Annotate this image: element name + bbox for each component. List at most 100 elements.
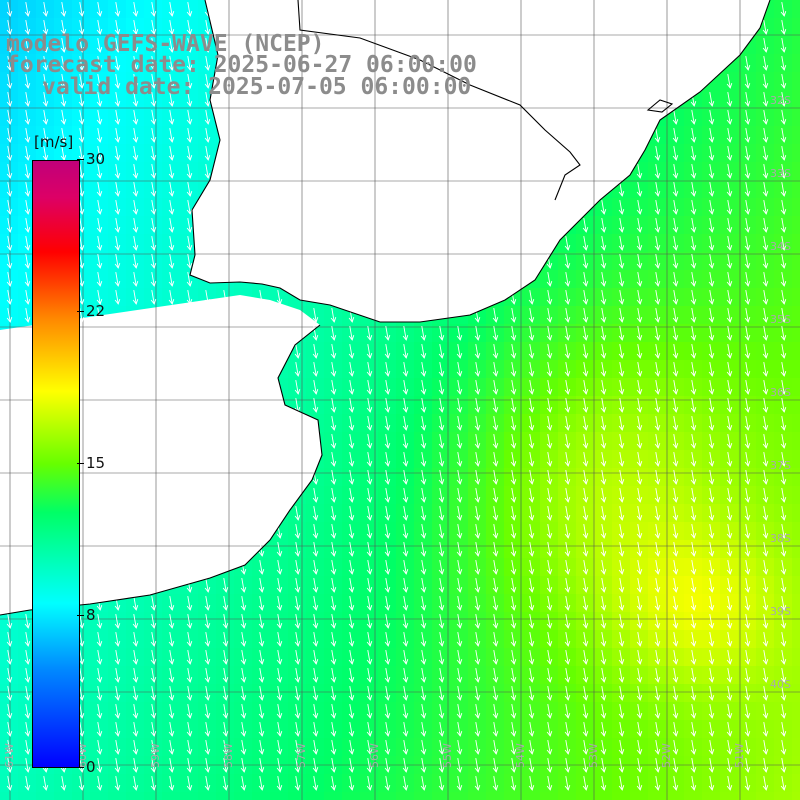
wind-arrow: [618, 254, 625, 269]
wind-arrow: [564, 488, 571, 503]
wind-arrow: [366, 758, 373, 773]
wind-arrow: [402, 614, 409, 629]
wind-arrow: [24, 20, 31, 35]
wind-arrow: [24, 74, 31, 89]
wind-arrow: [366, 452, 373, 467]
wind-arrow: [312, 632, 319, 647]
wind-arrow: [564, 596, 571, 611]
wind-arrow: [510, 632, 517, 647]
wind-arrow: [474, 470, 481, 485]
wind-arrow: [726, 740, 733, 755]
wind-arrow: [42, 20, 49, 35]
wind-arrow: [690, 524, 697, 539]
wind-arrow: [186, 632, 193, 647]
wind-arrow: [366, 650, 373, 665]
wind-arrow: [114, 596, 121, 611]
wind-speed-cell: [792, 252, 800, 271]
wind-arrow: [474, 776, 481, 791]
wind-arrow: [60, 20, 67, 35]
wind-arrow: [96, 704, 103, 719]
wind-speed-cell: [36, 792, 55, 800]
wind-arrow: [690, 326, 697, 341]
wind-arrow: [42, 92, 49, 107]
wind-arrow: [618, 380, 625, 395]
wind-arrow: [240, 740, 247, 755]
wind-arrow: [132, 182, 139, 197]
wind-arrow: [402, 596, 409, 611]
longitude-label: 59W: [149, 743, 162, 768]
wind-arrow: [294, 380, 301, 395]
wind-arrow: [780, 452, 787, 467]
wind-speed-cell: [396, 792, 415, 800]
wind-arrow: [672, 452, 679, 467]
wind-arrow: [60, 74, 67, 89]
wind-arrow: [528, 452, 535, 467]
wind-arrow: [546, 650, 553, 665]
wind-arrow: [492, 488, 499, 503]
wind-arrow: [168, 686, 175, 701]
wind-arrow: [204, 38, 211, 53]
wind-speed-cell: [792, 126, 800, 145]
wind-arrow: [186, 38, 193, 53]
wind-arrow: [690, 506, 697, 521]
longitude-label: 54W: [514, 743, 527, 768]
wind-arrow: [24, 110, 31, 125]
wind-speed-cell: [540, 792, 559, 800]
wind-arrow: [168, 20, 175, 35]
wind-arrow: [384, 686, 391, 701]
wind-arrow: [618, 560, 625, 575]
wind-arrow: [366, 416, 373, 431]
wind-arrow: [600, 254, 607, 269]
wind-arrow: [636, 542, 643, 557]
wind-arrow: [564, 578, 571, 593]
wind-arrow: [276, 560, 283, 575]
wind-arrow: [6, 182, 13, 197]
wind-arrow: [762, 578, 769, 593]
wind-arrow: [582, 686, 589, 701]
wind-arrow: [294, 614, 301, 629]
wind-arrow: [384, 740, 391, 755]
wind-arrow: [438, 740, 445, 755]
wind-arrow: [384, 560, 391, 575]
wind-arrow: [510, 326, 517, 341]
wind-arrow: [168, 758, 175, 773]
wind-arrow: [456, 506, 463, 521]
longitude-label: 61W: [3, 743, 16, 768]
wind-arrow: [42, 146, 49, 161]
wind-arrow: [150, 758, 157, 773]
wind-arrow: [564, 776, 571, 791]
wind-arrow: [744, 290, 751, 305]
wind-arrow: [672, 542, 679, 557]
wind-speed-cell: [792, 774, 800, 793]
wind-arrow: [258, 614, 265, 629]
wind-arrow: [330, 686, 337, 701]
wind-arrow: [528, 380, 535, 395]
wind-arrow: [366, 560, 373, 575]
colorbar-tick: 30: [76, 150, 106, 168]
wind-arrow: [474, 560, 481, 575]
wind-arrow: [168, 2, 175, 17]
wind-arrow: [708, 434, 715, 449]
wind-arrow: [420, 722, 427, 737]
wind-arrow: [24, 686, 31, 701]
wind-arrow: [150, 200, 157, 215]
wind-speed-cell: [792, 396, 800, 415]
wind-arrow: [474, 362, 481, 377]
wind-arrow: [582, 740, 589, 755]
wind-arrow: [60, 2, 67, 17]
wind-arrow: [564, 470, 571, 485]
latitude-label: 36S: [770, 386, 791, 399]
wind-speed-cell: [468, 792, 487, 800]
wind-arrow: [114, 632, 121, 647]
wind-arrow: [402, 686, 409, 701]
wind-arrow: [258, 686, 265, 701]
wind-arrow: [96, 740, 103, 755]
wind-arrow: [132, 758, 139, 773]
wind-arrow: [708, 596, 715, 611]
wind-arrow: [294, 632, 301, 647]
wind-arrow: [636, 722, 643, 737]
wind-arrow: [330, 614, 337, 629]
wind-arrow: [150, 2, 157, 17]
wind-speed-cell: [792, 216, 800, 235]
wind-arrow: [690, 200, 697, 215]
